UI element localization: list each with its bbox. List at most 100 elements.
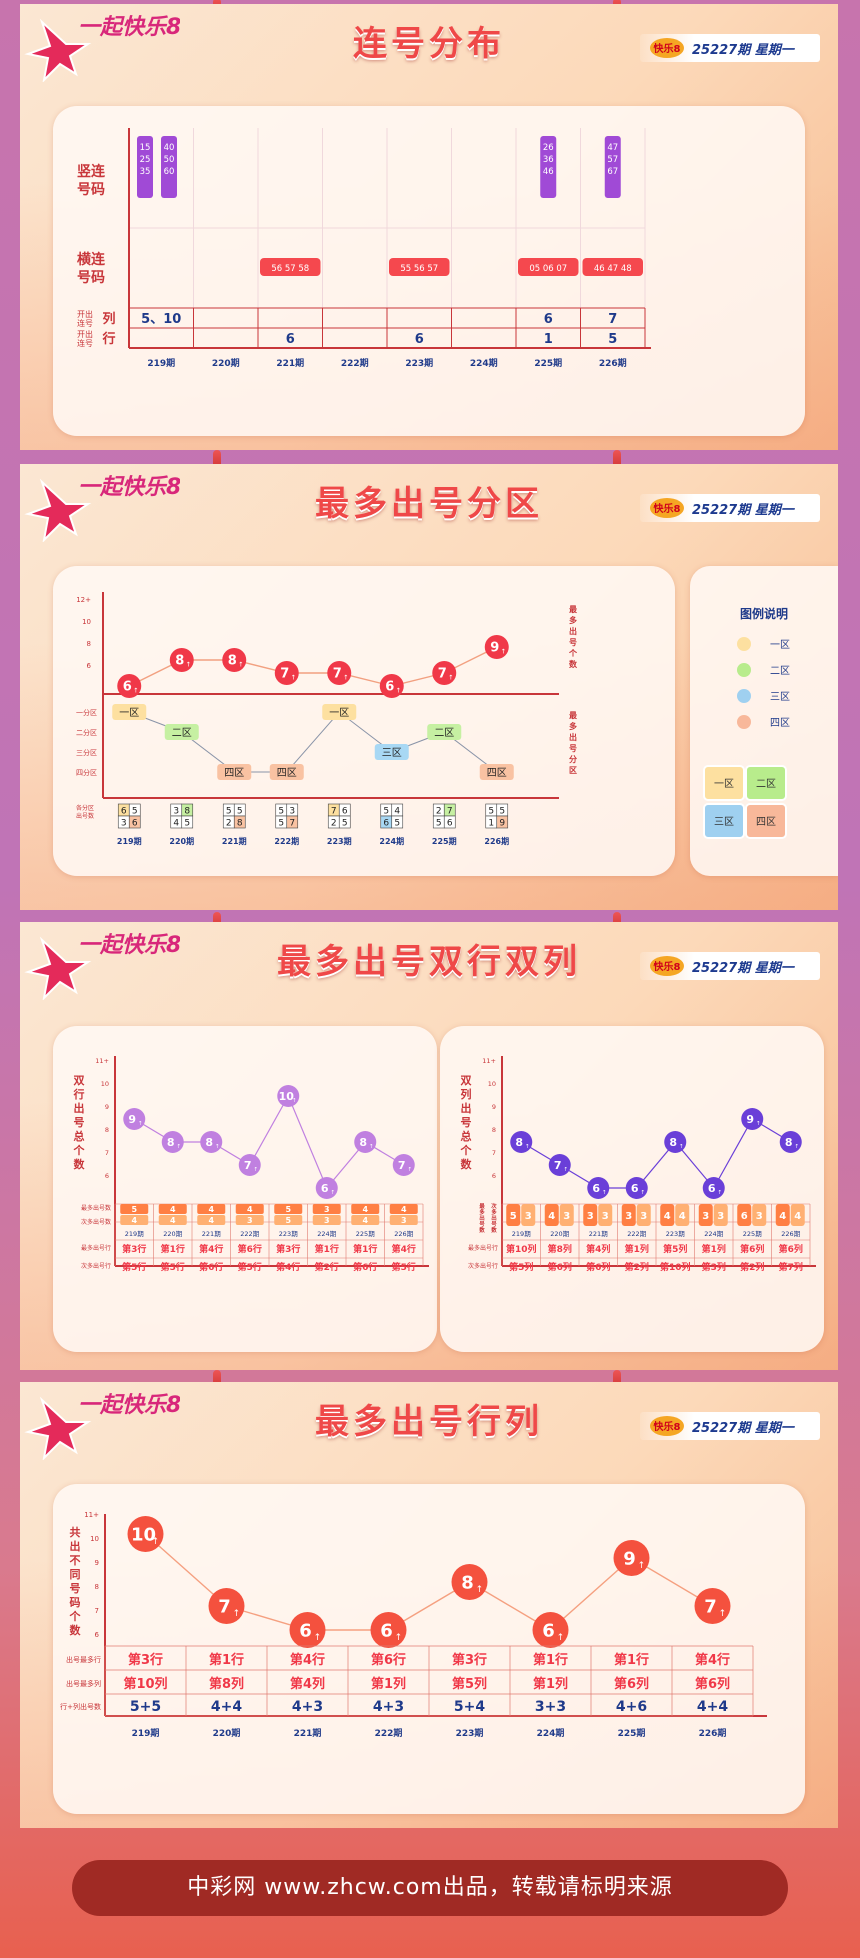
period-label: 219期 — [125, 1230, 144, 1238]
y-axis-label: 号 — [461, 1116, 472, 1129]
period-label: 220期 — [163, 1230, 182, 1238]
data-label: 6 — [542, 1620, 555, 1641]
period-label: 219期 — [147, 357, 175, 369]
y-axis-label: 数 — [70, 1623, 82, 1637]
horizontal-run-bar — [518, 258, 579, 276]
count-value: 3 — [602, 1211, 609, 1222]
y-axis-label: 同 — [70, 1568, 81, 1581]
most-row: 第1行 — [161, 1243, 185, 1255]
row-label: 竖连 — [77, 163, 106, 180]
data-point — [370, 1612, 407, 1648]
count-value: 4 — [779, 1211, 786, 1222]
data-point — [532, 1612, 569, 1648]
horizontal-run-text: 05 06 07 — [529, 264, 567, 274]
up-arrow-icon: ↑ — [152, 1537, 160, 1547]
row-col-count: 5+4 — [454, 1699, 485, 1715]
zone-badge-text: 三区 — [382, 747, 402, 759]
data-label: 9 — [623, 1548, 636, 1569]
count-value: 4 — [173, 819, 179, 829]
period-label: 225期 — [534, 357, 562, 369]
up-arrow-icon: ↑ — [563, 1166, 568, 1173]
up-arrow-icon: ↑ — [291, 674, 296, 682]
data-point — [625, 1177, 648, 1199]
count-value: 3 — [121, 819, 127, 829]
data-point — [208, 1588, 245, 1624]
table-label: 最 — [479, 1202, 485, 1210]
second-count: 4 — [362, 1216, 368, 1225]
y-tick-label: 8 — [492, 1126, 496, 1134]
zone-badge — [479, 764, 514, 780]
up-arrow-icon: ↑ — [476, 1585, 484, 1595]
legend-quadrant-label: 三区 — [714, 816, 734, 828]
data-point — [392, 1154, 415, 1176]
vertical-run-number: 40 — [164, 143, 175, 153]
data-label: 10 — [279, 1090, 295, 1103]
most-col: 第6列 — [614, 1676, 649, 1692]
most-row: 第3行 — [276, 1243, 300, 1255]
count-value: 2 — [331, 819, 337, 829]
up-arrow-icon: ↑ — [343, 674, 348, 682]
count-value: 3 — [702, 1211, 709, 1222]
period-label: 221期 — [222, 836, 247, 846]
second-col: 第5列 — [509, 1261, 533, 1273]
vertical-run-bar — [604, 136, 621, 198]
y-axis-label: 号 — [74, 1116, 85, 1129]
count-badge — [235, 1215, 264, 1225]
y-axis-label: 双 — [461, 1074, 472, 1087]
count-value: 3 — [173, 807, 179, 817]
y-axis-label: 号 — [70, 1582, 81, 1595]
count-badge — [389, 1215, 418, 1225]
y-axis-label: 出 — [70, 1539, 81, 1553]
data-label: 7 — [704, 1596, 717, 1617]
data-label: 6 — [385, 680, 394, 695]
count-badge — [274, 1215, 303, 1225]
table-label: 最多出号数 — [81, 1204, 111, 1212]
second-row: 第4行 — [276, 1261, 300, 1273]
count-value: 5 — [184, 819, 190, 829]
zone-badge — [112, 704, 147, 720]
data-point — [123, 1108, 146, 1130]
legend-quadrant — [703, 765, 745, 801]
count-badge — [775, 1204, 790, 1226]
logo-text: 一起快乐8 — [78, 475, 180, 500]
period-label: 226期 — [699, 1727, 727, 1739]
period-label: 225期 — [743, 1230, 762, 1238]
y-tick-label: 8 — [87, 640, 91, 648]
data-label: 6 — [631, 1182, 639, 1195]
row-col-count: 4+4 — [211, 1699, 242, 1715]
count-badge — [158, 1215, 187, 1225]
period-label: 224期 — [317, 1230, 336, 1238]
legend-label: 二区 — [770, 665, 790, 677]
zone-badge-text: 一区 — [119, 707, 139, 719]
vertical-run-number: 57 — [607, 155, 618, 165]
second-row: 第6行 — [353, 1261, 377, 1273]
count-badge — [660, 1204, 675, 1226]
y-axis-label: 出 — [461, 1101, 472, 1115]
data-point — [277, 1085, 300, 1107]
logo-icon: 一起快乐8 — [24, 933, 180, 1000]
data-label: 10 — [131, 1524, 156, 1545]
y-tick-label: 7 — [95, 1607, 99, 1615]
data-label: 8 — [228, 654, 237, 669]
svg-text:快乐8: 快乐8 — [653, 1420, 681, 1433]
up-arrow-icon: ↑ — [602, 1189, 607, 1196]
data-point — [432, 661, 457, 685]
count-cell — [496, 815, 509, 829]
data-label: 9 — [128, 1113, 136, 1126]
most-count: 3 — [324, 1205, 330, 1214]
period-label: 221期 — [294, 1727, 322, 1739]
second-col: 第2列 — [625, 1261, 649, 1273]
zone-badge — [322, 704, 357, 720]
logo-icon: 一起快乐8 — [24, 15, 180, 82]
data-label: 7 — [218, 1596, 231, 1617]
data-point — [587, 1177, 610, 1199]
data-label: 6 — [299, 1620, 312, 1641]
row-col-count: 4+3 — [373, 1699, 404, 1715]
up-arrow-icon: ↑ — [794, 1143, 799, 1150]
count-value: 5 — [383, 807, 389, 817]
count-value: 8 — [237, 819, 243, 829]
count-value: 7 — [331, 807, 337, 817]
